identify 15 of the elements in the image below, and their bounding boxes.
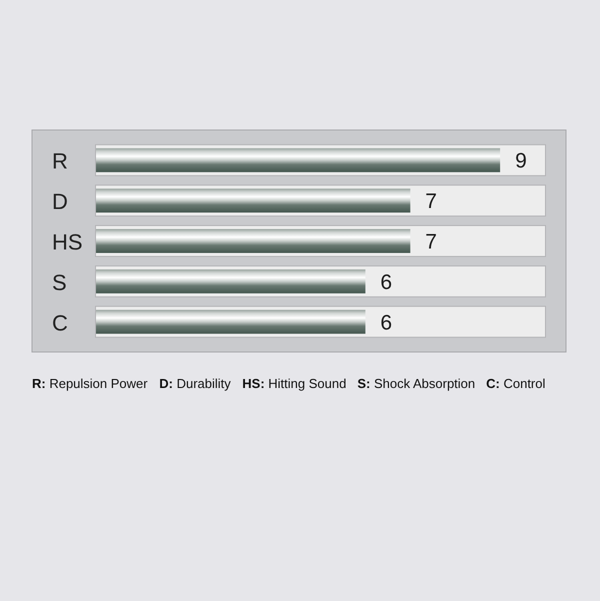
- text: HS: Hitting Sound: [242, 376, 346, 391]
- y-tick-label: HS: [52, 230, 83, 254]
- y-tick-label: S: [52, 270, 67, 295]
- data-label: 6: [380, 270, 392, 294]
- y-tick-label: D: [52, 189, 68, 214]
- text: C: Control: [486, 376, 546, 391]
- data-label: 7: [425, 230, 437, 254]
- data-label: 7: [425, 190, 437, 214]
- text: S: Shock Absorption: [357, 376, 476, 391]
- data-label: 6: [380, 311, 392, 334]
- y-tick-label: R: [52, 148, 68, 174]
- data-label: 9: [515, 150, 527, 173]
- text: R: Repulsion Power: [32, 376, 148, 391]
- text: D: Durability: [159, 376, 232, 391]
- y-tick-label: C: [52, 310, 68, 336]
